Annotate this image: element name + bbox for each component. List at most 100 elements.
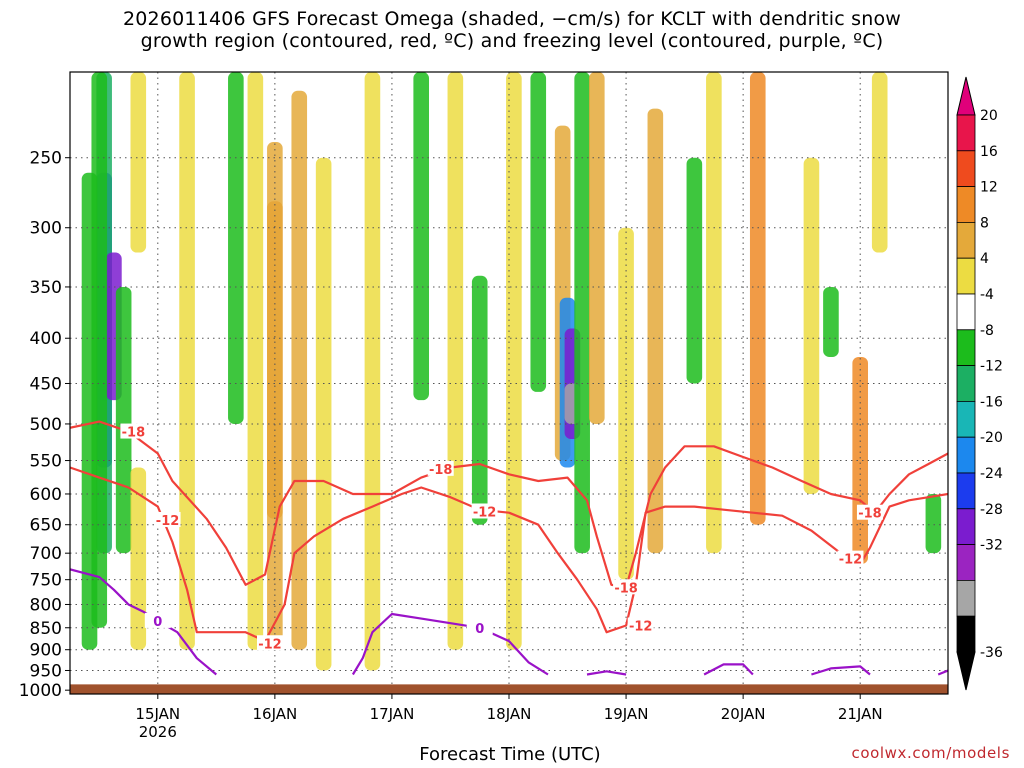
- colorbar-bin: [956, 257, 976, 295]
- y-tick-label: 850: [30, 619, 62, 639]
- omega-cell: [179, 72, 195, 650]
- y-tick-label: 300: [30, 219, 62, 239]
- omega-cell: [267, 142, 283, 650]
- omega-cell: [588, 72, 605, 424]
- freezing-label-0: 0: [153, 615, 162, 630]
- colorbar-bin: [956, 508, 976, 545]
- chart-title: 2026011406 GFS Forecast Omega (shaded, −…: [0, 8, 1024, 52]
- chart-title-line2: growth region (contoured, red, ºC) and f…: [140, 30, 884, 52]
- omega-cell: [530, 72, 547, 392]
- dgz-label-minus12: -12: [156, 514, 180, 529]
- plot-area: -18 -12 -12 -18 -12 -18 -12 -18 -12 0 0: [69, 71, 949, 695]
- dgz-label-minus12: -12: [629, 619, 653, 634]
- colorbar-bin: [956, 544, 976, 581]
- colorbar-bin: [956, 472, 976, 510]
- omega-cell: [749, 72, 766, 525]
- colorbar-label: 12: [980, 180, 998, 196]
- y-tick-label: 650: [30, 516, 62, 536]
- omega-cell: [803, 157, 820, 494]
- chart-title-line1: 2026011406 GFS Forecast Omega (shaded, −…: [122, 8, 902, 30]
- freezing-level-contour: [811, 665, 871, 676]
- y-axis: 2503003504004505005506006507007508008509…: [19, 149, 70, 701]
- colorbar-label: 20: [980, 108, 998, 124]
- freezing-level-contour: [351, 612, 549, 676]
- dgz-minus12-contour: [70, 466, 948, 643]
- omega-cell: [686, 157, 703, 384]
- y-tick-label: 250: [30, 149, 62, 169]
- dgz-label-minus18: -18: [429, 463, 453, 478]
- y-tick-label: 350: [30, 278, 62, 298]
- y-tick-label: 550: [30, 452, 62, 472]
- omega-cell: [81, 172, 98, 650]
- credit-text: coolwx.com/models: [851, 744, 1010, 762]
- omega-cell: [130, 72, 147, 253]
- omega-cell: [447, 72, 464, 650]
- y-tick-label: 600: [30, 485, 62, 505]
- colorbar-top-arrow: [956, 76, 976, 116]
- colorbar-bin: [956, 114, 976, 152]
- omega-cell: [618, 227, 634, 580]
- y-tick-label: 450: [30, 374, 62, 394]
- y-tick-label: 900: [30, 641, 62, 661]
- colorbar: 20 16 12 8 4 -4 -8 -12 -16 -20 -24 -28 -32 -36: [956, 76, 1003, 691]
- plot-content: -18 -12 -12 -18 -12 -18 -12 -18 -12 0 0: [70, 72, 948, 694]
- colorbar-bin: [956, 329, 976, 366]
- omega-cell: [506, 72, 522, 650]
- colorbar-label: -4: [980, 287, 994, 303]
- omega-cell: [852, 356, 869, 565]
- colorbar-label: -28: [980, 502, 1003, 518]
- colorbar-bin: [956, 293, 976, 331]
- x-axis-title: Forecast Time (UTC): [419, 744, 601, 765]
- x-tick-label: 19JAN: [604, 705, 649, 723]
- x-tick-sublabel: 2026: [139, 723, 177, 741]
- colorbar-bin: [956, 365, 976, 402]
- colorbar-bin: [956, 436, 976, 474]
- colorbar-label: 8: [980, 215, 989, 231]
- omega-cell: [115, 286, 132, 554]
- freezing-label-0: 0: [475, 622, 484, 637]
- freezing-level-contour: [703, 663, 754, 676]
- y-tick-label: 800: [30, 595, 62, 615]
- dgz-label-minus12: -12: [839, 553, 863, 568]
- omega-cell: [574, 72, 590, 554]
- colorbar-label: -8: [980, 323, 994, 339]
- y-tick-label: 700: [30, 544, 62, 564]
- omega-cell: [471, 275, 488, 525]
- freezing-level-contour: [70, 568, 218, 676]
- omega-cell: [823, 286, 839, 357]
- y-tick-label: 950: [30, 661, 62, 681]
- colorbar-bottom-arrow: [956, 651, 976, 691]
- x-tick-label: 17JAN: [370, 705, 415, 723]
- colorbar-bin: [956, 221, 976, 259]
- colorbar-label: -32: [980, 538, 1003, 554]
- colorbar-bin: [956, 615, 976, 653]
- y-tick-label: 400: [30, 329, 62, 349]
- omega-cell: [871, 72, 888, 253]
- omega-cell: [247, 72, 264, 650]
- dgz-minus18-contour: [70, 420, 948, 589]
- omega-cell: [413, 72, 430, 401]
- colorbar-label: 16: [980, 144, 998, 160]
- omega-cell: [315, 157, 332, 671]
- colorbar-label: -36: [980, 645, 1003, 661]
- colorbar-label: -12: [980, 359, 1003, 375]
- x-tick-label: 15JAN: [135, 705, 180, 723]
- dgz-label-minus12: -12: [473, 505, 497, 520]
- x-tick-label: 20JAN: [721, 705, 766, 723]
- x-tick-label: 21JAN: [838, 705, 883, 723]
- y-tick-label: 750: [30, 571, 62, 591]
- dgz-label-minus18: -18: [122, 426, 146, 441]
- y-tick-label: 500: [30, 415, 62, 435]
- omega-cell: [291, 90, 308, 650]
- dgz-label-minus12: -12: [258, 637, 282, 652]
- colorbar-bin: [956, 400, 976, 438]
- y-tick-label: 1000: [19, 681, 62, 701]
- x-tick-label: 16JAN: [252, 705, 297, 723]
- x-tick-label: 18JAN: [487, 705, 532, 723]
- colorbar-label: -16: [980, 394, 1003, 410]
- omega-cell: [706, 72, 722, 554]
- omega-cell: [647, 108, 664, 554]
- dgz-label-minus18: -18: [858, 507, 882, 522]
